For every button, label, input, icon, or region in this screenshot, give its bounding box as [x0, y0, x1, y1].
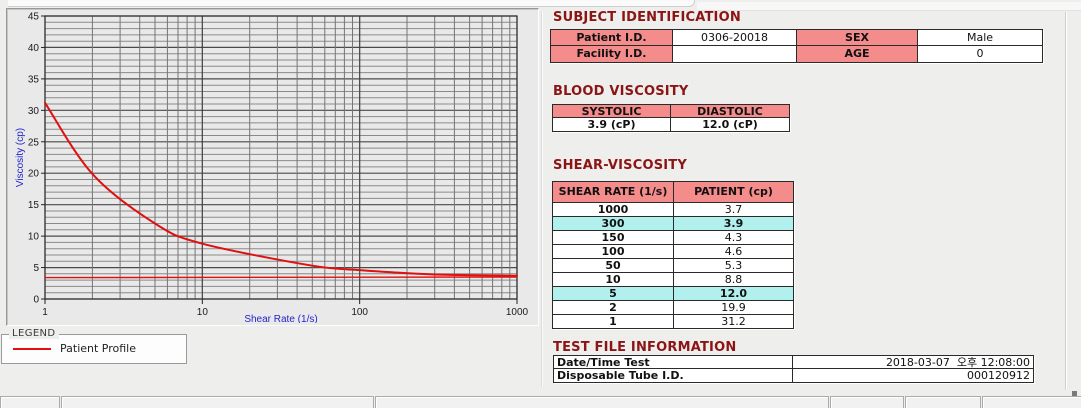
svg-text:25: 25	[28, 137, 40, 148]
disposable-tube-id-value: 000120912	[967, 369, 1030, 382]
svg-text:1: 1	[42, 307, 48, 318]
svg-text:15: 15	[28, 200, 40, 211]
top-tab-strip-right	[697, 2, 1081, 11]
svg-text:100: 100	[351, 307, 368, 318]
shear-rate-cell: 100	[553, 245, 674, 259]
facility-id-value	[673, 46, 797, 62]
subject-identification-heading: SUBJECT IDENTIFICATION	[553, 10, 741, 25]
shear-value-cell: 3.7	[674, 203, 793, 217]
sex-label: SEX	[797, 30, 918, 46]
bottom-panel-segment-2[interactable]	[61, 396, 374, 408]
disposable-tube-id-label: Disposable Tube I.D.	[554, 369, 793, 382]
systolic-value: 3.9 (cP)	[553, 118, 671, 131]
test-file-information-table: Date/Time Test 2018-03-07 오후 12:08:00 Di…	[553, 355, 1034, 383]
legend-title: LEGEND	[9, 328, 59, 339]
shear-rate-cell: 1000	[553, 203, 674, 217]
shear-rate-cell: 50	[553, 259, 674, 273]
date-time-test-label: Date/Time Test	[554, 356, 793, 369]
shear-value-cell: 31.2	[721, 315, 746, 328]
facility-id-label: Facility I.D.	[551, 46, 673, 62]
patient-profile-line-swatch	[13, 348, 51, 350]
svg-text:45: 45	[28, 12, 40, 23]
age-value: 0	[976, 47, 984, 60]
systolic-header: SYSTOLIC	[553, 105, 671, 118]
blood-viscosity-table: SYSTOLIC DIASTOLIC 3.9 (cP) 12.0 (cP)	[552, 104, 790, 132]
subject-identification-table: Patient I.D. 0306-20018 SEX Male Facilit…	[550, 29, 1043, 63]
shear-viscosity-table: SHEAR RATE (1/s) PATIENT (cp) 1000 3.7 3…	[552, 181, 794, 329]
bottom-panel-segment-6[interactable]	[982, 396, 1081, 408]
shear-rate-cell: 1	[553, 315, 674, 328]
bottom-panel-segment-3[interactable]	[375, 396, 829, 408]
viscosity-chart-panel: 0 5 10 15 20 25 30 35 40 45 1 10 100 1000 Viscosity (c…	[6, 8, 539, 326]
bottom-panel-segment-4[interactable]	[830, 396, 904, 408]
svg-text:5: 5	[33, 263, 39, 274]
test-file-information-heading: TEST FILE INFORMATION	[553, 340, 737, 355]
date-time-test-value: 2018-03-07 오후 12:08:00	[793, 356, 1033, 369]
svg-text:40: 40	[28, 43, 40, 54]
shear-rate-cell: 300	[553, 217, 674, 231]
diastolic-value: 12.0 (cP)	[702, 118, 758, 131]
shear-viscosity-chart: 0 5 10 15 20 25 30 35 40 45 1 10 100 1000 Viscosity (c…	[15, 12, 529, 324]
right-panel-border	[1065, 12, 1066, 390]
shear-rate-cell: 10	[553, 273, 674, 287]
svg-text:35: 35	[28, 74, 40, 85]
bottom-panel-segment-5[interactable]	[905, 396, 981, 408]
diastolic-header: DIASTOLIC	[671, 105, 789, 118]
svg-text:20: 20	[28, 169, 40, 180]
shear-value-cell: 4.6	[674, 245, 793, 259]
svg-text:10: 10	[28, 232, 40, 243]
panel-divider	[541, 12, 542, 387]
shear-rate-cell: 150	[553, 231, 674, 245]
svg-text:1000: 1000	[506, 307, 529, 318]
chart-legend: LEGEND Patient Profile	[1, 328, 187, 364]
shear-rate-cell: 5	[553, 287, 674, 301]
top-tab-strip-left	[8, 0, 695, 7]
patient-cp-header: PATIENT (cp)	[674, 182, 793, 203]
blood-viscosity-heading: BLOOD VISCOSITY	[553, 84, 689, 99]
sex-value: Male	[918, 30, 1042, 46]
shear-value-cell: 4.3	[674, 231, 793, 245]
shear-value-cell: 12.0	[674, 287, 793, 301]
svg-text:Viscosity (cp): Viscosity (cp)	[15, 128, 26, 187]
shear-value-cell: 3.9	[674, 217, 793, 231]
age-label: AGE	[797, 46, 918, 62]
patient-id-label: Patient I.D.	[551, 30, 673, 46]
svg-text:Shear Rate (1/s): Shear Rate (1/s)	[244, 314, 317, 323]
shear-rate-header: SHEAR RATE (1/s)	[553, 182, 674, 203]
svg-text:30: 30	[28, 106, 40, 117]
shear-value-cell: 5.3	[674, 259, 793, 273]
patient-id-value: 0306-20018	[673, 30, 797, 46]
shear-rate-cell: 2	[553, 301, 674, 315]
svg-text:10: 10	[197, 307, 209, 318]
legend-entry-label: Patient Profile	[60, 342, 137, 355]
shear-viscosity-heading: SHEAR-VISCOSITY	[553, 158, 687, 173]
bottom-panel-segment-1[interactable]	[0, 396, 60, 408]
svg-text:0: 0	[33, 295, 39, 306]
shear-value-cell: 19.9	[674, 301, 793, 315]
shear-value-cell: 8.8	[674, 273, 793, 287]
